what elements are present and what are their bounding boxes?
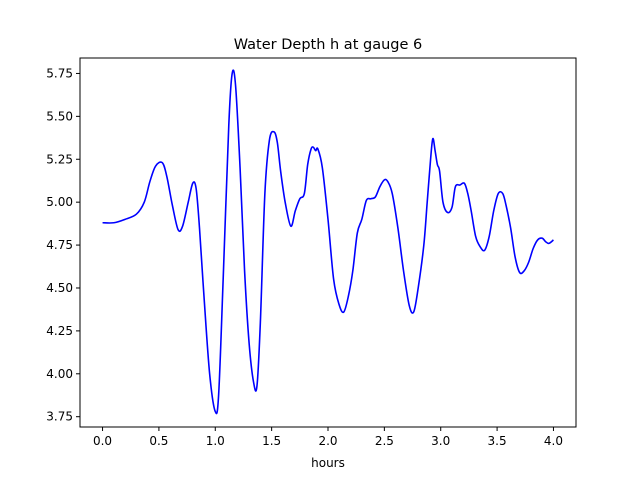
- x-tick-label: 2.0: [318, 434, 337, 448]
- y-tick-label: 4.00: [46, 367, 73, 381]
- y-tick-label: 5.00: [46, 195, 73, 209]
- y-tick-label: 4.75: [46, 238, 73, 252]
- x-axis: 0.0 0.5 1.0 1.5 2.0 2.5 3.0 3.5 4.0: [93, 427, 563, 448]
- x-tick-label: 1.5: [262, 434, 281, 448]
- y-tick-label: 5.75: [46, 66, 73, 80]
- x-tick-label: 0.0: [93, 434, 112, 448]
- plot-area: [102, 69, 554, 415]
- x-tick-label: 1.0: [206, 434, 225, 448]
- chart-title: Water Depth h at gauge 6: [234, 37, 422, 53]
- x-tick-label: 3.0: [431, 434, 450, 448]
- y-tick-label: 5.50: [46, 109, 73, 123]
- x-tick-label: 3.5: [488, 434, 507, 448]
- x-axis-label: hours: [311, 456, 345, 470]
- y-tick-label: 3.75: [46, 410, 73, 424]
- x-tick-label: 0.5: [149, 434, 168, 448]
- series-line: [102, 69, 554, 415]
- x-tick-label: 2.5: [375, 434, 394, 448]
- y-tick-label: 4.50: [46, 281, 73, 295]
- y-axis: 3.75 4.00 4.25 4.50 4.75 5.00 5.25 5.50 5.75: [46, 66, 80, 424]
- x-tick-label: 4.0: [544, 434, 563, 448]
- y-tick-label: 4.25: [46, 324, 73, 338]
- y-tick-label: 5.25: [46, 152, 73, 166]
